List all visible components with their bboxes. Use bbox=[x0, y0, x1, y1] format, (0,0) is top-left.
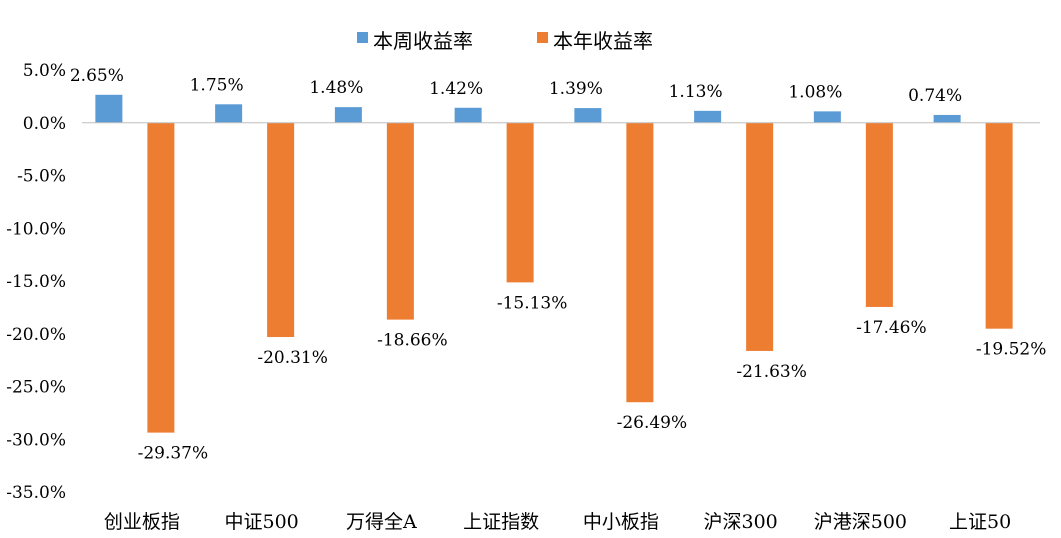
x-category-label: 上证50 bbox=[949, 511, 1011, 533]
data-label-weekly: 1.08% bbox=[788, 82, 842, 102]
y-axis: 5.0% 0.0% -5.0% -10.0% -15.0% -20.0% -25.0% -30… bbox=[6, 61, 66, 503]
bar-weekly bbox=[215, 104, 243, 123]
y-tick-label: -20.0% bbox=[6, 325, 66, 345]
y-tick-label: -25.0% bbox=[6, 378, 66, 398]
data-label-weekly: 1.39% bbox=[549, 79, 603, 99]
data-label-ytd: -29.37% bbox=[138, 444, 209, 464]
data-label-weekly: 2.65% bbox=[70, 66, 124, 86]
bar-ytd bbox=[267, 122, 295, 338]
data-labels: 2.65% -29.37% 1.75% -20.31% 1.48% -18.66% 1.42… bbox=[70, 66, 1047, 464]
bar-weekly bbox=[334, 107, 362, 123]
x-category-label: 中证500 bbox=[224, 511, 298, 533]
data-label-weekly: 1.75% bbox=[190, 75, 244, 95]
y-tick-label: 0.0% bbox=[23, 114, 66, 134]
bar-ytd bbox=[746, 122, 774, 351]
data-label-ytd: -15.13% bbox=[497, 293, 568, 313]
x-category-label: 上证指数 bbox=[463, 511, 539, 533]
data-label-ytd: -26.49% bbox=[617, 413, 688, 433]
x-category-label: 创业板指 bbox=[104, 511, 180, 533]
data-label-weekly: 0.74% bbox=[908, 86, 962, 106]
y-tick-label: -15.0% bbox=[6, 272, 66, 292]
bar-ytd bbox=[626, 122, 654, 403]
legend: 本周收益率 本年收益率 bbox=[357, 29, 653, 53]
x-category-label: 沪深300 bbox=[703, 511, 777, 533]
x-category-label: 万得全A bbox=[346, 511, 417, 533]
bar-weekly bbox=[933, 114, 961, 123]
data-label-ytd: -20.31% bbox=[257, 348, 328, 368]
y-tick-label: -5.0% bbox=[17, 167, 66, 187]
data-label-ytd: -17.46% bbox=[856, 318, 927, 338]
bar-weekly bbox=[454, 107, 482, 123]
bar-weekly bbox=[694, 110, 722, 123]
x-category-label: 沪港深500 bbox=[814, 511, 907, 533]
bar-weekly bbox=[813, 111, 841, 123]
legend-swatch-weekly bbox=[357, 32, 368, 43]
x-axis: 创业板指 中证500 万得全A 上证指数 中小板指 沪深300 沪港深500 上证50 bbox=[104, 511, 1011, 533]
x-category-label: 中小板指 bbox=[583, 511, 659, 533]
bar-weekly bbox=[95, 94, 123, 123]
data-label-weekly: 1.13% bbox=[669, 82, 723, 102]
legend-label-ytd: 本年收益率 bbox=[553, 29, 653, 53]
data-label-ytd: -21.63% bbox=[736, 362, 807, 382]
y-tick-label: -30.0% bbox=[6, 430, 66, 450]
bars bbox=[95, 94, 1013, 433]
bar-weekly bbox=[574, 108, 602, 123]
bar-ytd bbox=[506, 122, 534, 283]
bar-ytd bbox=[386, 122, 414, 320]
data-label-ytd: -19.52% bbox=[976, 340, 1047, 360]
legend-label-weekly: 本周收益率 bbox=[373, 29, 473, 53]
bar-ytd bbox=[147, 122, 175, 433]
data-label-ytd: -18.66% bbox=[377, 331, 448, 351]
data-label-weekly: 1.42% bbox=[429, 79, 483, 99]
bar-ytd bbox=[985, 122, 1013, 329]
y-tick-label: -35.0% bbox=[6, 483, 66, 503]
legend-swatch-ytd bbox=[537, 32, 548, 43]
data-label-weekly: 1.48% bbox=[309, 78, 363, 98]
y-tick-label: -10.0% bbox=[6, 219, 66, 239]
y-tick-label: 5.0% bbox=[23, 61, 66, 81]
bar-ytd bbox=[865, 122, 893, 307]
